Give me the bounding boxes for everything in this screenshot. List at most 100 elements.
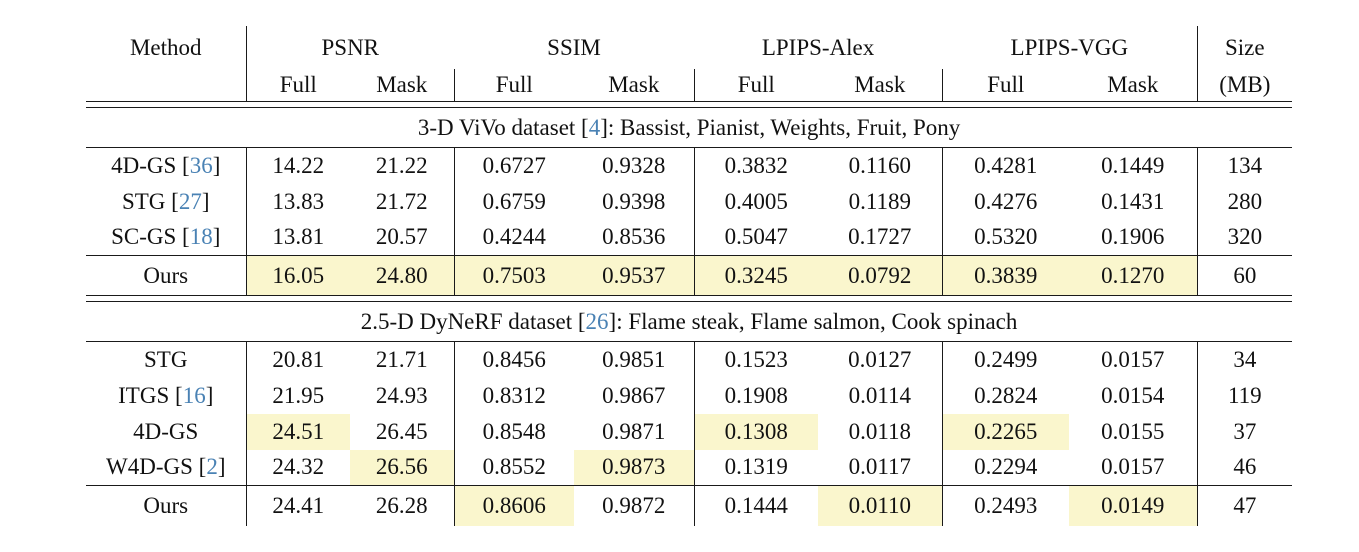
- cell-ssim-mask: 0.9537: [574, 255, 695, 296]
- table-header: Method PSNR SSIM LPIPS-Alex LPIPS-VGG Si…: [86, 26, 1293, 102]
- cell-ssim-full: 0.8548: [453, 413, 575, 450]
- sub-header-ssim-mask: Mask: [574, 69, 695, 102]
- method-cell: SC-GS [18]: [111, 224, 221, 250]
- cell-lpips-alex-full: 0.3245: [693, 255, 819, 296]
- cell-lpips-vgg-full: 0.2265: [941, 413, 1070, 450]
- cell-ssim-full: 0.6759: [453, 183, 575, 220]
- cell-psnr-full: 16.05: [245, 255, 350, 296]
- citation-link[interactable]: 26: [585, 308, 609, 334]
- cell-size-mb: 46: [1196, 449, 1293, 486]
- header-row-subcolumns: Full Mask Full Mask Full Mask Full Mask …: [86, 69, 1293, 102]
- table-row: W4D-GS [2] 24.32 26.56 0.8552 0.9873 0.1319 0.…: [86, 449, 1293, 486]
- cell-lpips-vgg-full: 0.2493: [941, 485, 1070, 526]
- cell-ssim-mask: 0.9328: [602, 152, 666, 178]
- cell-size-mb: 320: [1196, 219, 1293, 256]
- cell-lpips-vgg-mask: 0.0155: [1101, 418, 1165, 444]
- cell-psnr-mask: 21.71: [375, 346, 428, 372]
- cell-lpips-vgg-full: 0.2499: [941, 341, 1070, 378]
- cell-ssim-mask: 0.9867: [602, 382, 666, 408]
- cell-lpips-alex-mask: 0.1160: [848, 152, 911, 178]
- method-cell: 4D-GS: [133, 418, 199, 444]
- sub-header-psnr-mask: Mask: [350, 69, 455, 102]
- table-row: SC-GS [18] 13.81 20.57 0.4244 0.8536 0.5047 0.…: [86, 219, 1293, 256]
- group-header-ssim: SSIM: [547, 34, 601, 60]
- cell-psnr-mask: 24.80: [350, 255, 455, 296]
- cell-ssim-mask: 0.9398: [602, 188, 666, 214]
- cell-ssim-full: 0.8456: [453, 341, 575, 378]
- header-row-groups: Method PSNR SSIM LPIPS-Alex LPIPS-VGG Si…: [86, 26, 1293, 69]
- method-cell: STG [27]: [121, 188, 210, 214]
- cell-lpips-vgg-mask: 0.0157: [1101, 346, 1165, 372]
- table-row: 4D-GS [36] 14.22 21.22 0.6727 0.9328 0.3832 0.…: [86, 147, 1293, 184]
- cell-lpips-vgg-mask: 0.1906: [1101, 224, 1165, 250]
- method-cell: 4D-GS [36]: [111, 152, 221, 178]
- cell-lpips-vgg-mask: 0.1270: [1069, 255, 1198, 296]
- citation-link[interactable]: 2: [206, 454, 218, 480]
- column-header-size-unit: (MB): [1196, 69, 1293, 102]
- sub-header-psnr-full: Full: [245, 69, 350, 102]
- cell-psnr-mask: 21.22: [375, 152, 428, 178]
- cell-lpips-alex-full: 0.1444: [693, 485, 819, 526]
- cell-size-mb: 47: [1196, 485, 1293, 526]
- cell-lpips-alex-full: 0.1319: [693, 449, 819, 486]
- cell-psnr-full: 13.83: [245, 183, 350, 220]
- column-header-method-spacer: [86, 69, 246, 102]
- group-header-psnr: PSNR: [245, 26, 455, 69]
- cell-psnr-mask: 20.57: [375, 224, 428, 250]
- cell-size-mb: 60: [1196, 255, 1293, 296]
- cell-ssim-full: 0.4244: [453, 219, 575, 256]
- cell-psnr-full: 14.22: [245, 147, 350, 184]
- cell-size-mb: 34: [1196, 341, 1293, 378]
- cell-psnr-full: 20.81: [245, 341, 350, 378]
- cell-lpips-alex-full: 0.1908: [693, 377, 819, 414]
- cell-lpips-alex-full: 0.4005: [693, 183, 819, 220]
- column-header-method: Method: [129, 34, 202, 60]
- cell-psnr-mask: 24.93: [375, 382, 428, 408]
- cell-lpips-vgg-mask: 0.0157: [1101, 454, 1165, 480]
- cell-lpips-vgg-full: 0.4276: [941, 183, 1070, 220]
- table-row: ITGS [16] 21.95 24.93 0.8312 0.9867 0.1908 0.0…: [86, 377, 1293, 414]
- cell-ssim-mask: 0.8536: [602, 224, 666, 250]
- cell-lpips-alex-mask: 0.1727: [848, 224, 912, 250]
- cell-psnr-mask: 26.28: [350, 485, 455, 526]
- double-rule-line: [86, 101, 1293, 108]
- cell-ssim-mask: 0.9872: [574, 485, 695, 526]
- cell-psnr-mask: 21.72: [375, 188, 428, 214]
- double-rule-gap: [86, 101, 1293, 108]
- citation-link[interactable]: 36: [189, 152, 213, 178]
- cell-lpips-vgg-full: 0.5320: [941, 219, 1070, 256]
- method-cell: STG: [144, 346, 188, 372]
- cell-lpips-alex-mask: 0.0118: [848, 418, 911, 444]
- citation-link[interactable]: 4: [588, 114, 601, 140]
- group-header-lpips-alex: LPIPS-Alex: [761, 34, 875, 60]
- citation-link[interactable]: 16: [182, 382, 206, 408]
- cell-lpips-vgg-full: 0.2294: [941, 449, 1070, 486]
- cell-lpips-vgg-mask: 0.1449: [1101, 152, 1165, 178]
- results-table: Method PSNR SSIM LPIPS-Alex LPIPS-VGG Si…: [86, 26, 1293, 526]
- cell-ssim-mask: 0.9873: [574, 449, 695, 486]
- table-body: 3-D ViVo dataset [4]: Bassist, Pianist, …: [86, 101, 1293, 526]
- section-title: 2.5-D DyNeRF dataset [26]: Flame steak, …: [86, 301, 1293, 342]
- cell-ssim-mask: 0.9871: [602, 418, 666, 444]
- cell-size-mb: 37: [1196, 413, 1293, 450]
- cell-psnr-full: 24.32: [245, 449, 350, 486]
- cell-lpips-alex-full: 0.3832: [693, 147, 819, 184]
- cell-lpips-vgg-full: 0.2824: [941, 377, 1070, 414]
- double-rule-gap: [86, 295, 1293, 302]
- cell-lpips-alex-full: 0.1308: [693, 413, 819, 450]
- cell-ssim-full: 0.8606: [453, 485, 575, 526]
- cell-size-mb: 134: [1196, 147, 1293, 184]
- table-row: STG 20.81 21.71 0.8456 0.9851 0.1523 0.0127 0.2…: [86, 341, 1293, 378]
- citation-link[interactable]: 27: [178, 188, 202, 214]
- cell-size-mb: 119: [1196, 377, 1293, 414]
- cell-lpips-alex-mask: 0.0792: [818, 255, 943, 296]
- sub-header-lpips-vgg-mask: Mask: [1069, 69, 1198, 102]
- cell-lpips-alex-full: 0.5047: [693, 219, 819, 256]
- cell-ssim-full: 0.8312: [453, 377, 575, 414]
- cell-lpips-vgg-full: 0.4281: [941, 147, 1070, 184]
- cell-psnr-mask: 26.45: [375, 418, 428, 444]
- citation-link[interactable]: 18: [189, 224, 213, 250]
- cell-lpips-alex-mask: 0.0114: [848, 382, 911, 408]
- section-title-row: 2.5-D DyNeRF dataset [26]: Flame steak, …: [86, 301, 1293, 342]
